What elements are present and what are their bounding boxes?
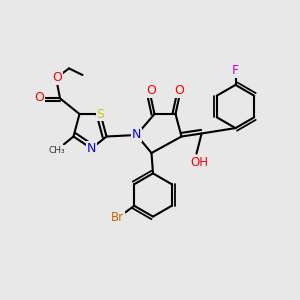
Text: OH: OH xyxy=(190,155,208,169)
Text: O: O xyxy=(52,71,62,84)
Text: O: O xyxy=(146,84,156,98)
Text: CH₃: CH₃ xyxy=(49,146,66,155)
Text: N: N xyxy=(87,142,96,155)
Text: Br: Br xyxy=(111,211,124,224)
Text: O: O xyxy=(34,91,44,104)
Text: N: N xyxy=(132,128,141,142)
Text: S: S xyxy=(97,107,104,121)
Text: F: F xyxy=(232,64,239,77)
Text: O: O xyxy=(174,84,184,98)
